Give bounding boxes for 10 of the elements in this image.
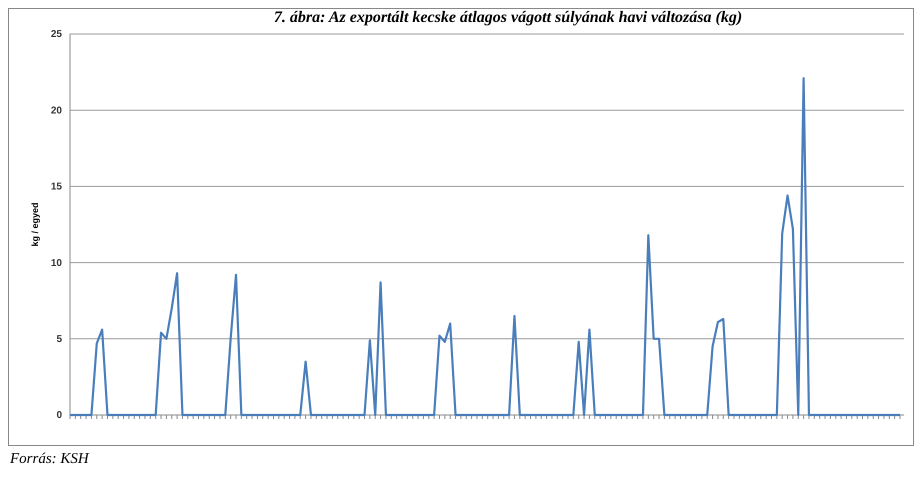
line-series — [68, 77, 902, 416]
y-tick-label: 0 — [56, 410, 62, 422]
y-tick-label: 10 — [50, 258, 62, 269]
y-tick-label: 25 — [50, 29, 62, 40]
y-tick-label: 5 — [56, 334, 62, 345]
y-axis-title: kg / egyed — [30, 202, 40, 247]
y-tick-label: 15 — [50, 182, 62, 193]
y-tick-label: 20 — [50, 105, 62, 116]
chart-title: 7. ábra: Az exportált kecske átlagos vágott súlyának havi változása (kg) — [274, 9, 742, 26]
text: Forrás: KSH — [9, 451, 90, 467]
